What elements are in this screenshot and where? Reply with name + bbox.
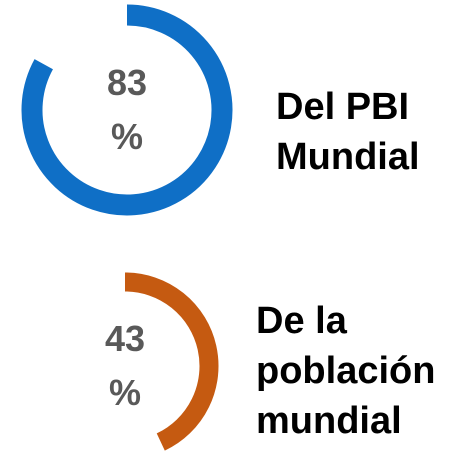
donut-arc [124, 272, 219, 451]
value-label: 43 % [104, 318, 146, 413]
chart-title: Del PBI Mundial [276, 86, 420, 178]
chart-title: De la población mundial [256, 300, 436, 442]
donut-arc [21, 4, 233, 216]
value-label: 83 % [106, 62, 148, 157]
